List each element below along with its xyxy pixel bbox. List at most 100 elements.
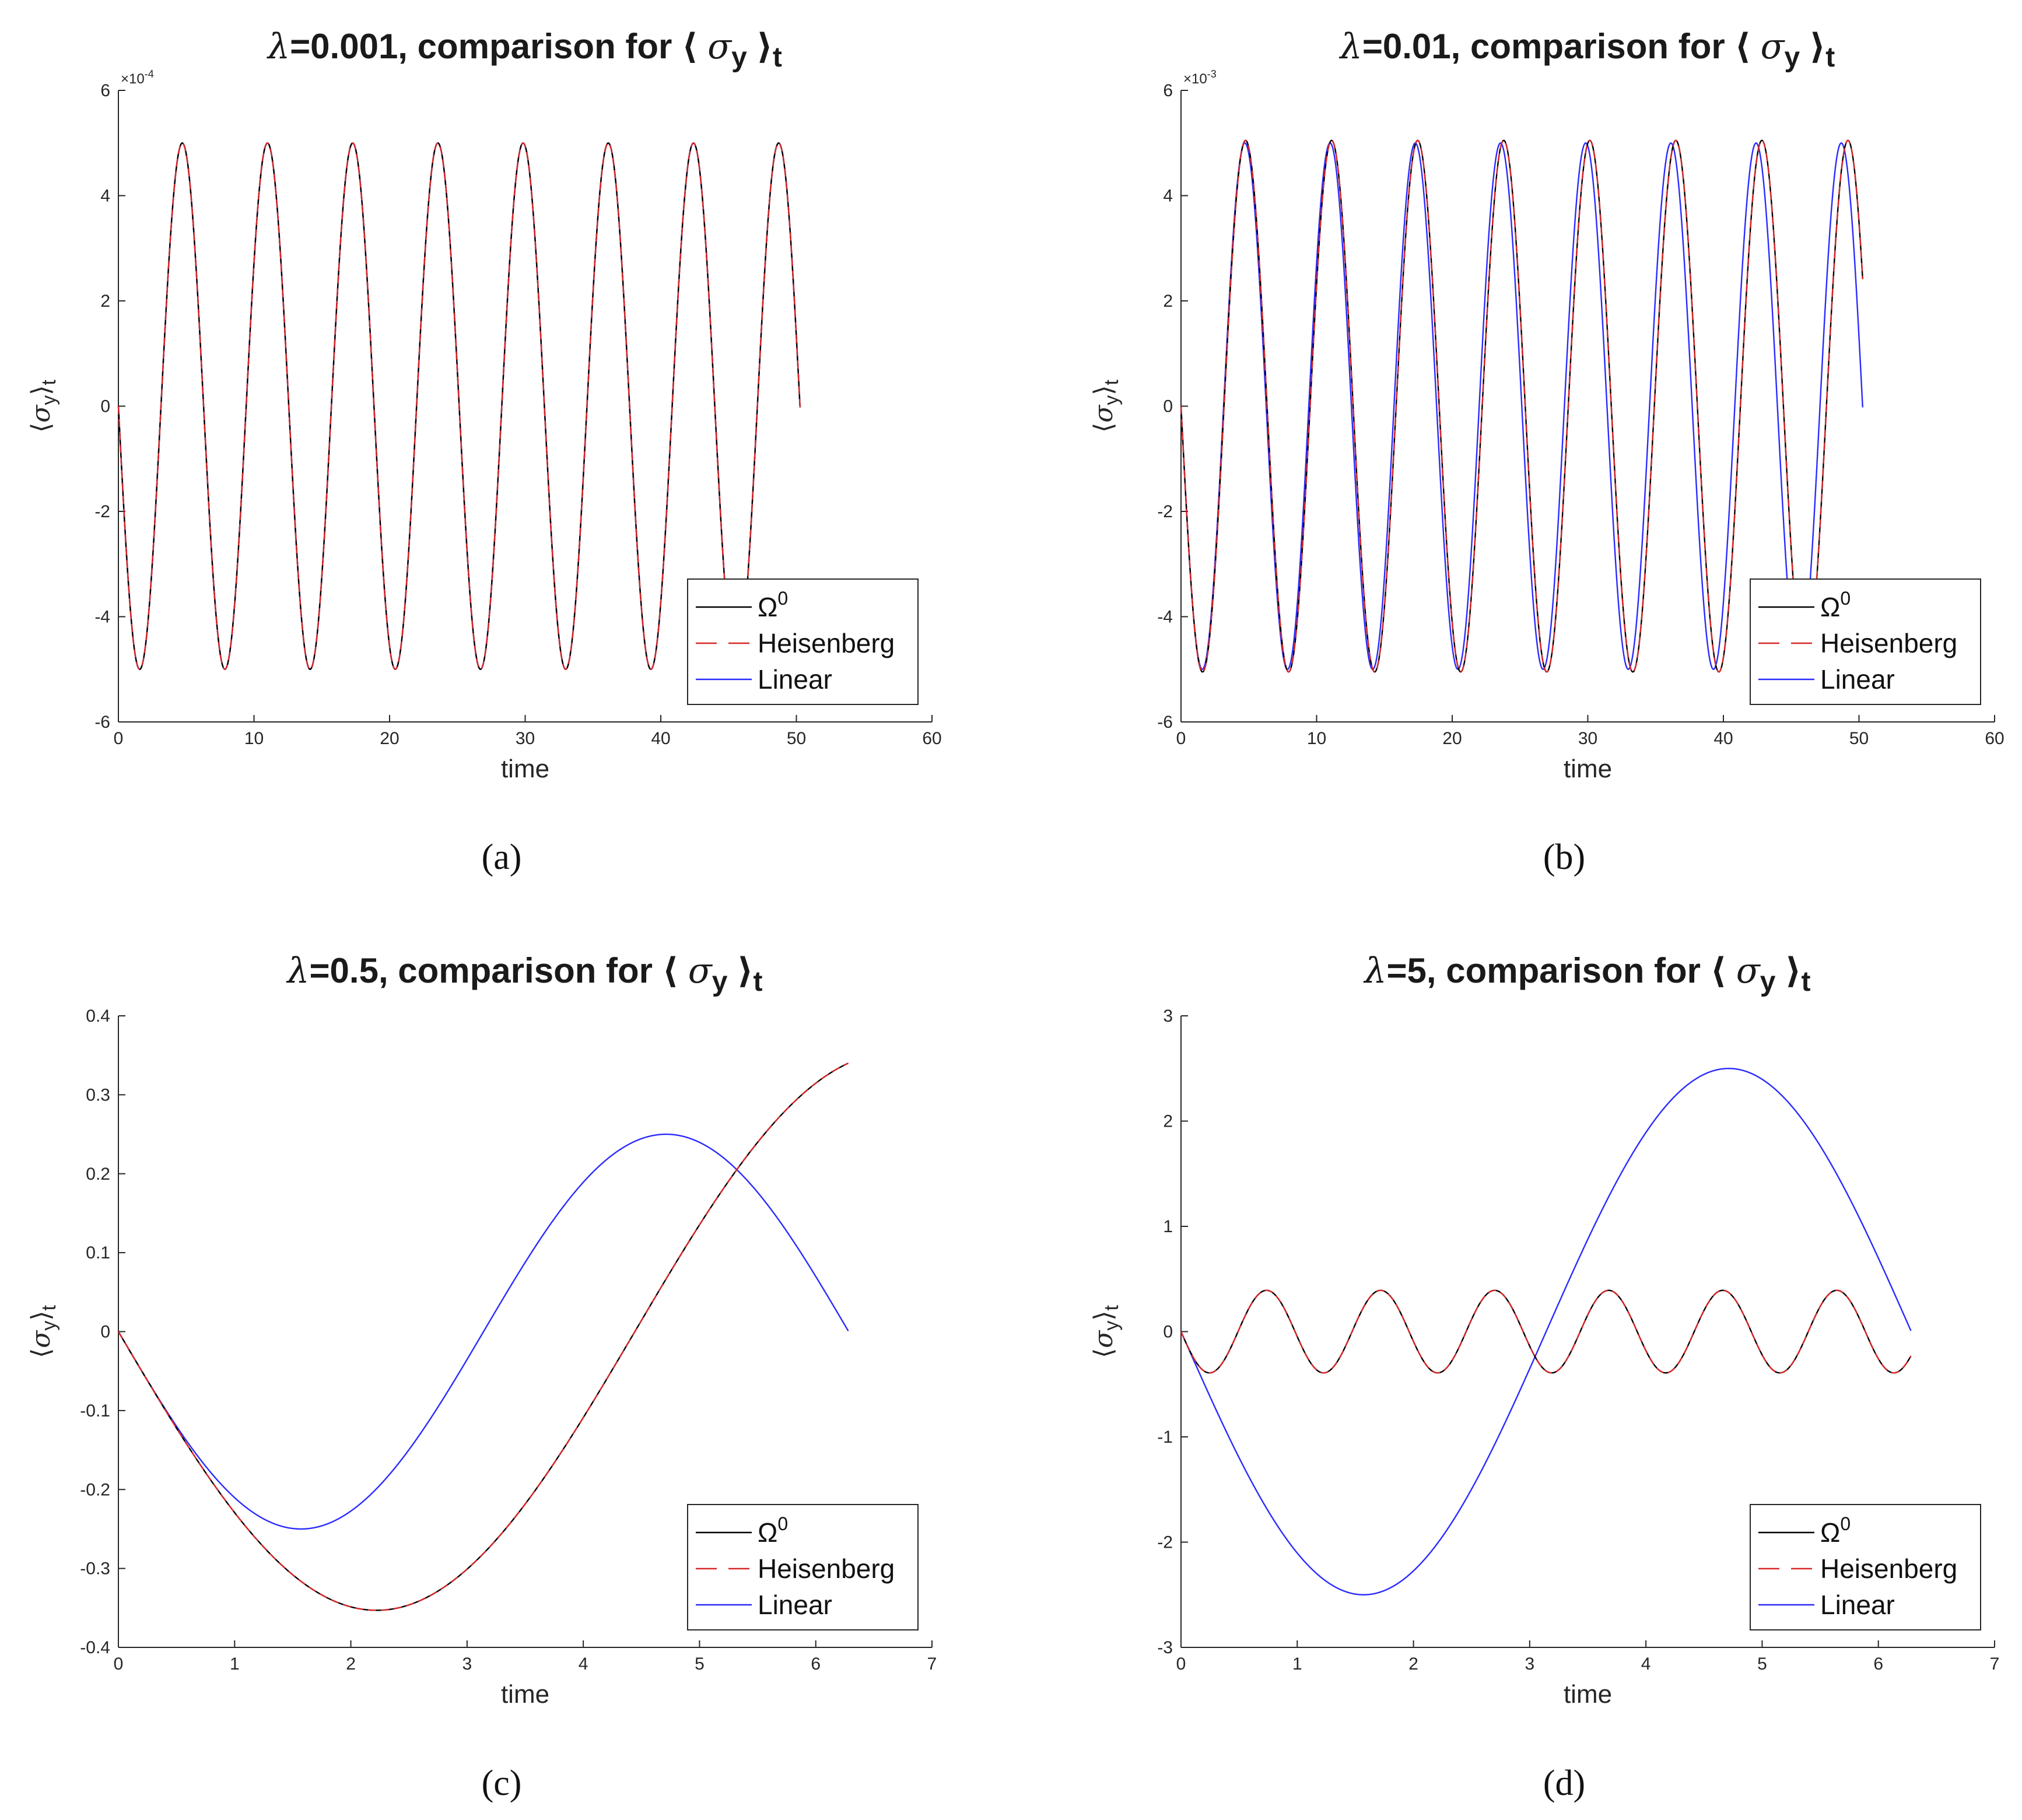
x-axis-label: time — [1564, 1680, 1612, 1709]
chart-panel-a: λ=0.001, comparison for ⟨ σy ⟩t0 10 20 30 40… — [26, 26, 942, 877]
panel-title: λ=0.001, comparison for ⟨ σy ⟩t — [267, 26, 782, 73]
title-sigma: σ — [1760, 26, 1785, 67]
panel-caption: (b) — [1543, 837, 1585, 877]
title-lambda: λ — [1339, 26, 1362, 67]
legend-label-text: Ω — [758, 592, 777, 622]
chart-panel-c: λ=0.5, comparison for ⟨ σy ⟩t0 1 2 3 4 5 6 7-0.… — [26, 951, 937, 1803]
y-tick-label: -0.3 — [80, 1559, 110, 1579]
x-tick-label: 30 — [516, 729, 535, 748]
legend-box — [687, 1504, 919, 1630]
legend-box — [687, 578, 919, 705]
title-tsub: t — [754, 966, 763, 997]
y-axis-label: ⟨σy⟩t — [1089, 1305, 1123, 1358]
legend-label-omega0: Ω0 — [758, 1513, 788, 1548]
legend: Ω0 Heisenberg Linear — [687, 1504, 919, 1630]
legend-label-heisenberg: Heisenberg — [758, 628, 895, 658]
y-tick-label: 0 — [1163, 397, 1173, 416]
y-tick-label: -4 — [94, 608, 110, 627]
y-exponent-label: ×10-4 — [121, 68, 154, 87]
ylabel-sub: y — [1101, 1321, 1123, 1331]
title-tsub: t — [773, 42, 782, 73]
y-tick-label: 2 — [1163, 292, 1173, 311]
panel-title: λ=0.01, comparison for ⟨ σy ⟩t — [1339, 26, 1835, 73]
y-tick-label: 0.4 — [86, 1007, 110, 1026]
exponent-power: -3 — [1207, 68, 1217, 80]
legend-label-heisenberg: Heisenberg — [1820, 628, 1957, 658]
y-tick-label: -1 — [1157, 1428, 1173, 1447]
y-tick-label: 6 — [1163, 81, 1173, 100]
ylabel-tsub: t — [38, 1305, 60, 1311]
legend-label-text: Ω — [758, 1517, 777, 1548]
legend-label-linear: Linear — [1820, 664, 1895, 695]
title-lambda: λ — [267, 26, 290, 67]
series-line-heisenberg — [1180, 1289, 1912, 1374]
y-axis-label: ⟨σy⟩t — [26, 380, 60, 433]
title-text: =0.01, comparison for ⟨ — [1362, 27, 1761, 66]
title-sigma: σ — [688, 951, 713, 991]
legend-label-text: Ω — [1820, 592, 1840, 622]
y-axis-label: ⟨σy⟩t — [26, 1305, 60, 1358]
ylabel-sigma: σ — [26, 404, 56, 423]
ylabel-close: ⟩ — [27, 385, 55, 395]
legend-sup: 0 — [1840, 588, 1851, 609]
y-tick-label: 6 — [100, 81, 110, 100]
exponent-power: -4 — [145, 68, 154, 80]
ylabel-sub: y — [38, 395, 60, 405]
x-tick-label: 60 — [922, 729, 941, 748]
ylabel-tsub: t — [38, 380, 60, 385]
x-tick-label: 5 — [695, 1654, 705, 1674]
legend-label-linear: Linear — [758, 1590, 832, 1620]
x-tick-label: 20 — [1442, 729, 1462, 748]
y-tick-label: 0 — [100, 1323, 110, 1342]
x-axis-label: time — [501, 755, 549, 783]
y-tick-label: 1 — [1163, 1217, 1173, 1236]
title-close: ⟩ — [727, 951, 753, 990]
legend-label-text: Linear — [758, 1590, 832, 1620]
x-tick-label: 30 — [1578, 729, 1597, 748]
title-text: =0.001, comparison for ⟨ — [290, 27, 707, 66]
chart-panel-b: λ=0.01, comparison for ⟨ σy ⟩t0 10 20 30 40 5… — [1089, 26, 2005, 877]
y-tick-label: -3 — [1157, 1638, 1173, 1657]
y-exponent-label: ×10-3 — [1183, 68, 1217, 87]
ylabel-sigma: σ — [1089, 1330, 1119, 1348]
legend: Ω0 Heisenberg Linear — [1750, 1504, 1981, 1630]
x-tick-label: 40 — [651, 729, 670, 748]
legend-box — [1750, 1504, 1981, 1630]
legend-label-text: Heisenberg — [1820, 1554, 1957, 1584]
x-tick-label: 50 — [1849, 729, 1869, 748]
legend-label-omega0: Ω0 — [1820, 588, 1851, 622]
legend-label-omega0: Ω0 — [758, 588, 788, 622]
title-sub: y — [1784, 42, 1800, 73]
series-line-linear — [1180, 1068, 1912, 1595]
series-line-linear — [1180, 142, 1863, 671]
y-tick-label: 2 — [1163, 1112, 1173, 1131]
y-axis-label: ⟨σy⟩t — [1089, 380, 1123, 433]
ylabel-sigma: σ — [1089, 404, 1119, 423]
y-tick-label: -2 — [1157, 502, 1173, 521]
title-close: ⟩ — [1775, 951, 1801, 990]
ylabel-close: ⟩ — [27, 1311, 55, 1321]
y-tick-label: 4 — [1163, 187, 1173, 206]
x-tick-label: 1 — [1292, 1654, 1302, 1674]
ylabel-tsub: t — [1101, 1305, 1123, 1311]
x-tick-label: 4 — [579, 1654, 588, 1674]
y-tick-label: 4 — [100, 187, 110, 206]
y-tick-label: -0.4 — [80, 1638, 110, 1657]
x-tick-label: 7 — [927, 1654, 937, 1674]
title-text: =0.5, comparison for ⟨ — [310, 951, 688, 990]
y-tick-label: 0.3 — [86, 1085, 110, 1104]
chart-panel-d: λ=5, comparison for ⟨ σy ⟩t0 1 2 3 4 5 6 7-3-2-… — [1089, 951, 1999, 1803]
y-tick-label: -6 — [1157, 713, 1173, 732]
y-tick-label: 0.1 — [86, 1243, 110, 1263]
legend-label-text: Heisenberg — [1820, 628, 1957, 658]
title-sub: y — [731, 42, 747, 73]
ylabel-open: ⟨ — [27, 1348, 55, 1358]
title-tsub: t — [1825, 42, 1835, 73]
title-tsub: t — [1802, 966, 1811, 997]
x-tick-label: 10 — [1307, 729, 1326, 748]
legend-label-text: Heisenberg — [758, 1554, 895, 1584]
ylabel-open: ⟨ — [1089, 423, 1118, 433]
y-tick-label: -6 — [94, 713, 110, 732]
x-tick-label: 40 — [1713, 729, 1733, 748]
